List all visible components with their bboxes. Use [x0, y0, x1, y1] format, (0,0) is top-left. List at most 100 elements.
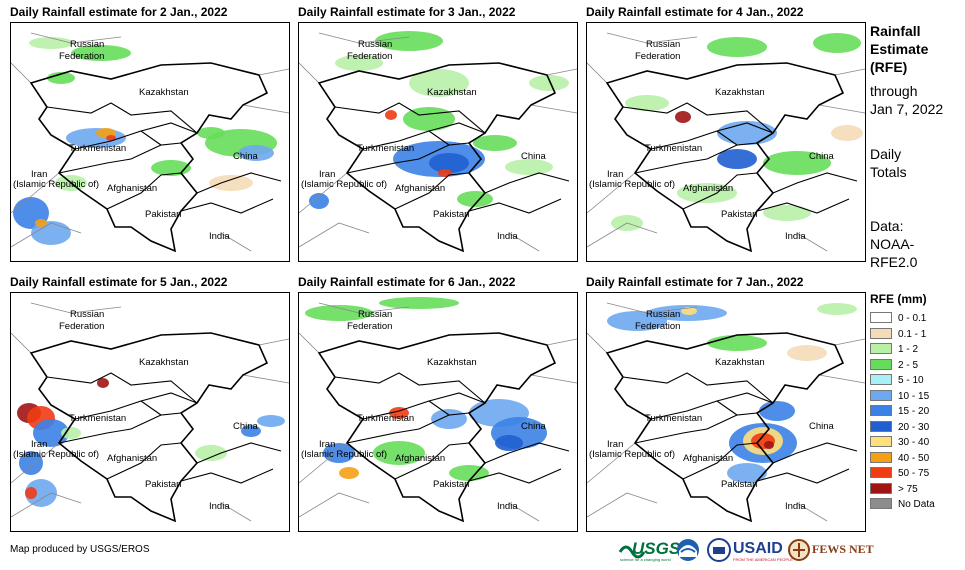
map-label-russia-2: Federation	[347, 321, 393, 332]
map-label-afghanistan: Afghanistan	[683, 453, 734, 464]
rainfall-patch	[238, 145, 274, 161]
panel-title-day-3: Daily Rainfall estimate for 3 Jan., 2022	[298, 5, 516, 19]
side-through: through	[870, 83, 918, 99]
legend-swatch	[870, 420, 892, 432]
legend-swatch	[870, 358, 892, 370]
rainfall-map-svg	[299, 31, 577, 253]
rainfall-patch	[727, 463, 767, 483]
neighbor-border-line	[242, 104, 289, 114]
map-label-russia-1: Russian	[70, 309, 105, 320]
country-border-line	[334, 372, 486, 404]
map-label-russia-1: Russian	[358, 309, 393, 320]
rainfall-patch	[195, 445, 227, 461]
country-border-line	[682, 442, 758, 480]
rainfall-patch	[707, 335, 767, 351]
neighbor-border-line	[11, 332, 32, 354]
map-label-iran-2: (Islamic Republic of)	[301, 179, 388, 190]
rainfall-patch	[71, 45, 131, 61]
rainfall-map-day-6: Russian Federation Kazakhstan Turkmenistan I…	[298, 292, 578, 532]
rainfall-patch	[385, 110, 397, 120]
neighbor-border-line	[299, 222, 370, 248]
side-data-source2: RFE2.0	[870, 254, 918, 270]
legend-swatch	[870, 389, 892, 401]
usaid-logo: USAID FROM THE AMERICAN PEOPLE	[707, 538, 793, 562]
rainfall-map-day-2: Russian Federation Kazakhstan Turkmenistan I…	[10, 22, 290, 262]
map-label-iran-2: (Islamic Republic of)	[589, 179, 676, 190]
side-title-line3: (RFE)	[870, 59, 908, 75]
country-border-line	[716, 122, 774, 134]
legend-swatch	[870, 374, 892, 385]
map-label-turkmenistan: Turkmenistan	[69, 413, 127, 424]
usaid-logo-tagline: FROM THE AMERICAN PEOPLE	[733, 557, 793, 562]
rainfall-patch	[717, 149, 757, 169]
neighbor-border-line	[258, 68, 289, 76]
rainfall-patch	[305, 305, 373, 321]
country-border-line	[140, 392, 198, 404]
side-daily: Daily	[870, 146, 902, 162]
legend-swatch	[870, 436, 892, 447]
map-label-afghanistan: Afghanistan	[107, 183, 158, 194]
rainfall-patch	[25, 487, 37, 499]
rainfall-patch	[763, 205, 811, 221]
neighbor-border-line	[508, 502, 540, 522]
country-border-line	[346, 414, 450, 444]
rainfall-patch	[257, 415, 285, 427]
map-label-iran-2: (Islamic Republic of)	[13, 179, 100, 190]
rainfall-patch	[106, 135, 116, 141]
neighbor-border-line	[220, 232, 252, 252]
country-border-line	[196, 172, 282, 194]
rainfall-patch	[817, 303, 857, 315]
legend-label: 10 - 15	[898, 390, 930, 402]
usgs-logo-tagline: science for a changing world	[620, 557, 671, 562]
rainfall-patch	[339, 467, 359, 479]
neighbor-border-line	[299, 332, 320, 354]
map-label-pakistan: Pakistan	[433, 479, 470, 490]
neighbor-border-line	[606, 32, 698, 44]
country-border-line	[468, 468, 562, 484]
map-label-russia-2: Federation	[347, 51, 393, 62]
usaid-logo-text: USAID	[733, 540, 783, 557]
neighbor-border-line	[587, 62, 608, 84]
legend-swatch	[870, 327, 892, 339]
side-date: Jan 7, 2022	[870, 101, 944, 117]
neighbor-border-line	[546, 68, 577, 76]
legend-swatch	[870, 451, 892, 463]
panel-title-day-2: Daily Rainfall estimate for 2 Jan., 2022	[10, 5, 228, 19]
rainfall-patch	[759, 401, 795, 421]
country-border-line	[772, 442, 858, 464]
neighbor-border-line	[587, 442, 636, 484]
country-border-line	[58, 414, 162, 444]
rainfall-patch	[373, 441, 425, 465]
legend-label: 40 - 50	[898, 452, 930, 464]
legend-label: 5 - 10	[898, 375, 924, 386]
map-label-russia-1: Russian	[646, 39, 681, 50]
map-label-india: India	[785, 231, 806, 242]
rainfall-map-svg	[11, 32, 289, 253]
map-label-pakistan: Pakistan	[433, 209, 470, 220]
legend-label: No Data	[898, 499, 935, 510]
rainfall-map-day-4: Russian Federation Kazakhstan Turkmenistan I…	[586, 22, 866, 262]
map-label-china: China	[809, 421, 834, 432]
map-label-iran-1: Iran	[319, 439, 336, 450]
country-border-line	[634, 144, 738, 174]
map-label-russia-1: Russian	[358, 39, 393, 50]
neighbor-border-line	[606, 302, 698, 314]
rainfall-map-day-5: Russian Federation Kazakhstan Turkmenistan I…	[10, 292, 290, 532]
neighbor-border-line	[508, 232, 540, 252]
map-label-russia-2: Federation	[59, 321, 105, 332]
neighbor-border-line	[546, 338, 577, 346]
map-label-china: China	[809, 151, 834, 162]
panel-title-day-6: Daily Rainfall estimate for 6 Jan., 2022	[298, 275, 516, 289]
rainfall-patch	[323, 443, 355, 463]
usgs-logo-text: USGS	[632, 539, 681, 558]
rainfall-patch	[335, 55, 383, 71]
legend-label: > 75	[898, 483, 918, 495]
neighbor-border-line	[11, 222, 82, 248]
map-label-china: China	[233, 151, 258, 162]
country-border-line	[106, 442, 182, 480]
country-border-line	[140, 122, 198, 134]
neighbor-border-line	[30, 32, 122, 44]
legend-swatch	[870, 467, 892, 478]
map-label-pakistan: Pakistan	[721, 209, 758, 220]
rainfall-patch	[375, 31, 443, 51]
